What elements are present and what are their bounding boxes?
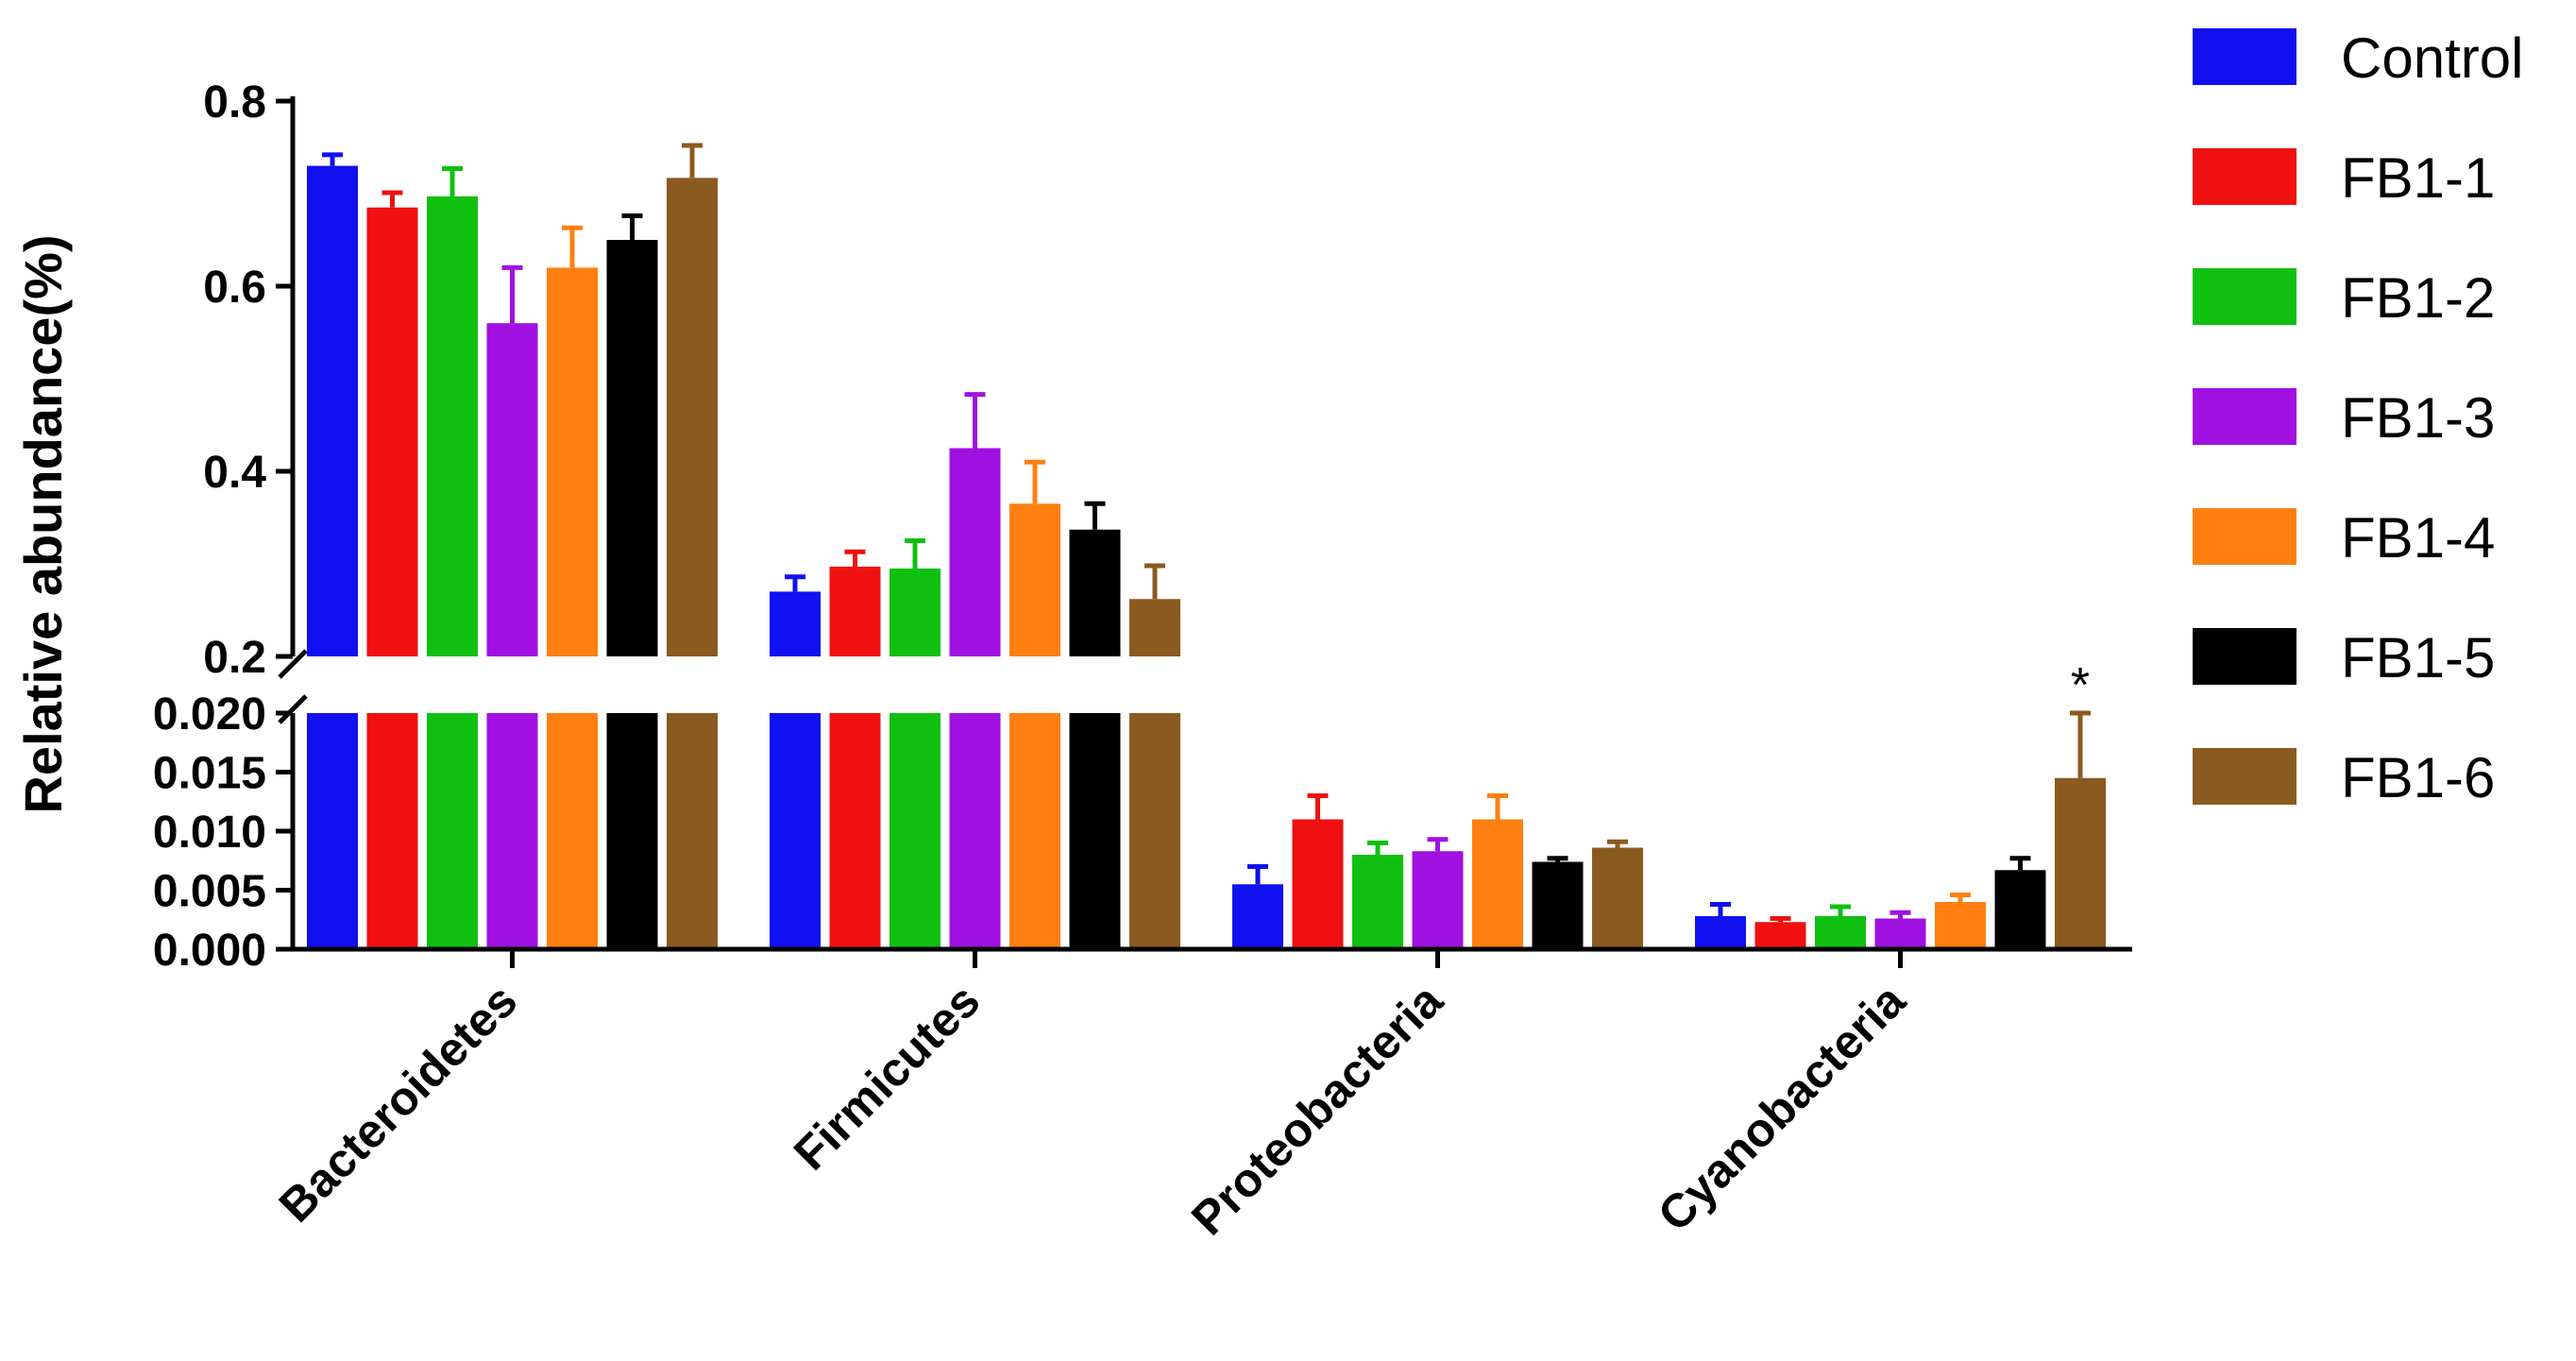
axis-break-mark-upper [278, 649, 308, 679]
y-tick-label: 0.8 [203, 77, 266, 128]
bar-firmicutes-fb1-6 [1129, 599, 1180, 656]
bar-firmicutes-fb1-3-lower [949, 713, 1001, 949]
legend-label-fb1-3: FB1-3 [2341, 386, 2495, 450]
bar-firmicutes-control [770, 591, 821, 656]
y-tick-label: 0.005 [153, 867, 266, 917]
x-tick-label-firmicutes: Firmicutes [784, 974, 990, 1180]
legend-swatch-fb1-2 [2193, 268, 2296, 325]
bar-bacteroidetes-control [307, 165, 358, 657]
y-tick-label: 0.6 [203, 263, 266, 313]
bar-bacteroidetes-fb1-5 [606, 240, 658, 656]
bar-proteobacteria-fb1-1 [1292, 819, 1344, 949]
bar-bacteroidetes-fb1-2 [427, 196, 478, 656]
bar-firmicutes-fb1-1 [829, 566, 881, 656]
legend-label-fb1-4: FB1-4 [2341, 506, 2495, 570]
bar-cyanobacteria-fb1-5 [1994, 870, 2046, 949]
x-tick-label-cyanobacteria: Cyanobacteria [1648, 973, 1916, 1241]
bar-bacteroidetes-fb1-3-lower [486, 713, 538, 949]
significance-marker: * [2071, 658, 2090, 713]
bar-firmicutes-fb1-5-lower [1069, 713, 1121, 949]
bar-firmicutes-fb1-4 [1009, 503, 1060, 656]
bar-cyanobacteria-fb1-1 [1754, 922, 1806, 949]
bar-bacteroidetes-fb1-6-lower [667, 713, 718, 949]
bar-bacteroidetes-control-lower [307, 713, 358, 949]
bar-cyanobacteria-fb1-2 [1815, 916, 1866, 949]
bar-proteobacteria-fb1-3 [1412, 851, 1464, 949]
y-tick-label: 0.2 [203, 633, 266, 683]
y-tick-label: 0.020 [153, 689, 266, 740]
bar-firmicutes-fb1-1-lower [829, 713, 881, 949]
legend-label-fb1-6: FB1-6 [2341, 746, 2495, 809]
bar-proteobacteria-fb1-2 [1352, 855, 1403, 949]
bar-firmicutes-fb1-2 [890, 568, 941, 656]
bar-bacteroidetes-fb1-1-lower [366, 713, 418, 949]
bar-proteobacteria-control [1232, 884, 1283, 949]
bar-proteobacteria-fb1-4 [1472, 819, 1523, 949]
bar-firmicutes-fb1-4-lower [1009, 713, 1060, 949]
x-tick-label-bacteroidetes: Bacteroidetes [269, 974, 527, 1232]
legend-swatch-fb1-1 [2193, 148, 2296, 205]
bar-bacteroidetes-fb1-3 [486, 323, 538, 656]
bar-bacteroidetes-fb1-5-lower [606, 713, 658, 949]
bar-proteobacteria-fb1-5 [1532, 861, 1584, 949]
bar-firmicutes-fb1-6-lower [1129, 713, 1180, 949]
bar-bacteroidetes-fb1-2-lower [427, 713, 478, 949]
bar-firmicutes-fb1-5 [1069, 529, 1121, 656]
axis-break-mark-lower [278, 694, 308, 724]
bar-firmicutes-fb1-3 [949, 448, 1001, 656]
y-tick-label: 0.4 [203, 448, 266, 498]
y-axis-title: Relative abundance(%) [13, 234, 73, 813]
bar-bacteroidetes-fb1-1 [366, 207, 418, 656]
bar-bacteroidetes-fb1-4 [547, 267, 598, 656]
legend-swatch-fb1-5 [2193, 628, 2296, 685]
legend-swatch-fb1-6 [2193, 748, 2296, 805]
legend-swatch-control [2193, 28, 2296, 85]
bar-firmicutes-fb1-2-lower [890, 713, 941, 949]
legend-label-fb1-5: FB1-5 [2341, 626, 2495, 689]
legend-label-fb1-2: FB1-2 [2341, 266, 2495, 330]
bar-proteobacteria-fb1-6 [1592, 847, 1643, 949]
bar-bacteroidetes-fb1-4-lower [547, 713, 598, 949]
y-tick-label: 0.010 [153, 808, 266, 858]
legend-swatch-fb1-4 [2193, 508, 2296, 565]
y-tick-label: 0.015 [153, 749, 266, 799]
bar-cyanobacteria-fb1-4 [1935, 902, 1986, 949]
legend-swatch-fb1-3 [2193, 388, 2296, 445]
bar-firmicutes-control-lower [770, 713, 821, 949]
bar-bacteroidetes-fb1-6 [667, 178, 718, 656]
bar-cyanobacteria-fb1-6 [2055, 777, 2106, 949]
x-tick-label-proteobacteria: Proteobacteria [1181, 973, 1453, 1245]
y-tick-label: 0.000 [153, 926, 266, 976]
legend-label-fb1-1: FB1-1 [2341, 146, 2495, 210]
bar-cyanobacteria-control [1695, 916, 1746, 949]
legend-label-control: Control [2341, 26, 2523, 90]
bar-cyanobacteria-fb1-3 [1874, 918, 1926, 949]
